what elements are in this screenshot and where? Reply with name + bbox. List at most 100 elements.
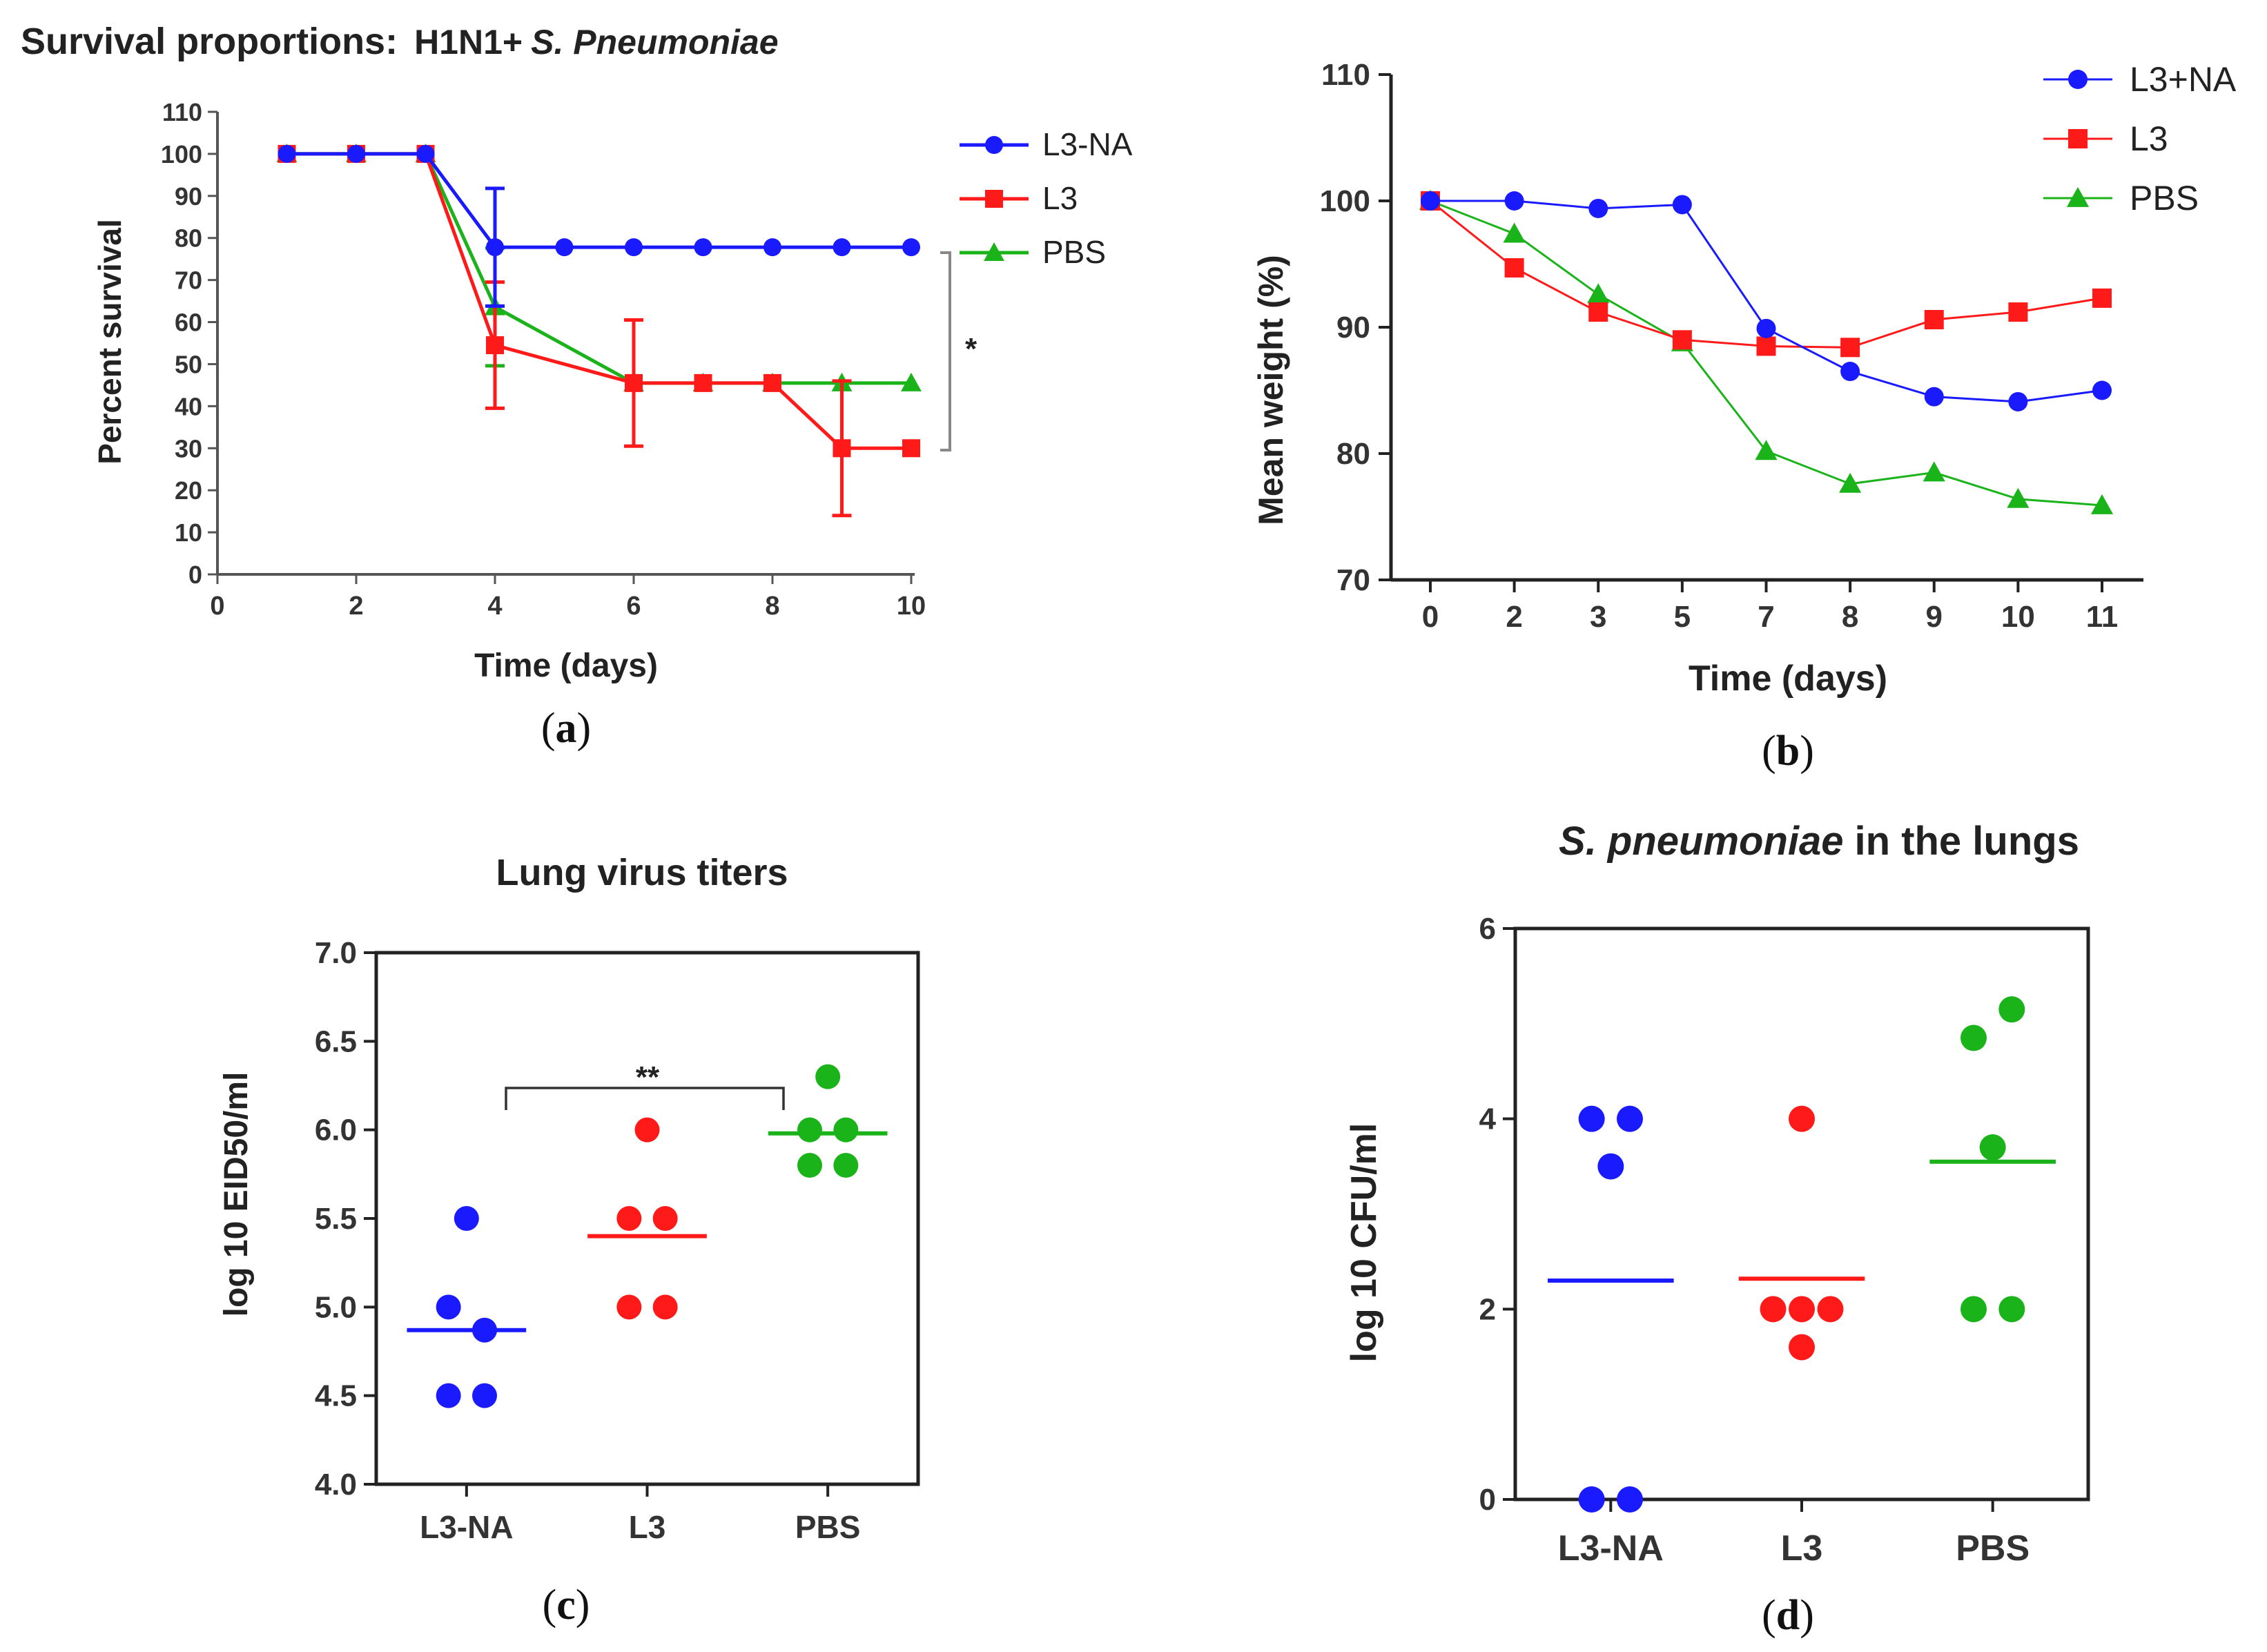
panel-a-point-l3-na — [625, 238, 643, 257]
panel-b-point-l3-na — [1840, 362, 1860, 382]
panel-d-ytick-label: 6 — [1479, 912, 1496, 946]
panel-b-ytick-label: 70 — [1336, 563, 1370, 597]
panel-a-legend-label: PBS — [1042, 234, 1106, 270]
panel-c-point-l3-na — [472, 1317, 497, 1343]
panel-c-point-l3-na — [472, 1383, 497, 1408]
panel-a-line-l3-na — [286, 152, 911, 249]
panel-b-xtick-label: 5 — [1674, 600, 1691, 634]
panel-d-ytick-label: 4 — [1479, 1102, 1497, 1136]
panel-b-point-l3-na — [1756, 318, 1776, 338]
panel-d-title-species: S. pneumoniae — [1559, 819, 1844, 864]
panel-a-point-l3 — [902, 439, 920, 458]
panel-a-legend-marker — [984, 242, 1004, 261]
panel-a-survival-chart: Survival proportions: H1N1+ S. Pneumoniae … — [21, 21, 1133, 752]
panel-b-point-l3 — [1840, 338, 1860, 358]
panel-b-legend: L3+NA L3 PBS — [2043, 60, 2237, 217]
panel-b-legend-label: L3+NA — [2130, 60, 2237, 99]
panel-c-title: Lung virus titers — [496, 852, 788, 893]
panel-b-point-pbs — [2007, 487, 2030, 508]
panel-d-point-l3 — [1789, 1334, 1815, 1361]
panel-b-xtick-label: 9 — [1926, 600, 1943, 634]
panel-a-point-l3-na — [416, 144, 435, 163]
panel-a-ytick-label: 100 — [161, 140, 202, 168]
panel-a-point-pbs — [901, 372, 922, 391]
panel-b-point-l3 — [2008, 302, 2028, 322]
panel-a-xtick-label: 0 — [210, 592, 224, 621]
panel-a-xtick-label: 10 — [897, 592, 926, 621]
panel-c-ytick-label: 5.5 — [315, 1202, 357, 1236]
panel-a-point-l3 — [486, 336, 504, 355]
panel-d-point-l3-na — [1617, 1486, 1643, 1513]
panel-c-point-l3-na — [454, 1206, 479, 1231]
panel-a-point-l3-na — [833, 238, 851, 257]
panel-b-legend-marker — [2066, 186, 2090, 207]
panel-b-xtick-label: 3 — [1590, 600, 1606, 634]
panel-a-ytick-label: 110 — [162, 98, 202, 126]
panel-b-point-l3-na — [1504, 191, 1524, 211]
panel-a-ytick-label: 30 — [175, 434, 202, 463]
panel-c-ylabel: log 10 EID50/ml — [218, 1072, 255, 1317]
panel-d-point-pbs — [1998, 996, 2025, 1023]
panel-b-xtick-label: 11 — [2086, 600, 2119, 634]
panel-a-significance-star: * — [965, 332, 977, 366]
panel-b-point-l3-na — [1672, 195, 1692, 215]
panel-a-axes: 0 10 20 30 40 50 60 70 80 90 100 110 0 2 4 6 8 10 — [161, 98, 926, 621]
panel-b-axes: 70 80 90 100 110 0 2 3 5 7 8 9 10 11 — [1320, 58, 2143, 634]
panel-d-xtick-label: L3-NA — [1558, 1528, 1664, 1568]
panel-a-significance-bracket — [940, 251, 951, 451]
panel-d-point-l3 — [1789, 1105, 1815, 1132]
panel-a-point-l3-na — [763, 238, 781, 257]
panel-a-xtick-label: 8 — [765, 592, 779, 621]
panel-b-ytick-label: 110 — [1321, 58, 1370, 92]
panel-a-xtick-label: 6 — [626, 592, 641, 621]
panel-a-point-l3-na — [902, 238, 920, 257]
panel-a-xlabel: Time (days) — [474, 648, 658, 684]
panel-b-xtick-label: 7 — [1758, 600, 1774, 634]
panel-b-xtick-label: 8 — [1842, 600, 1858, 634]
panel-c-ytick-label: 4.0 — [315, 1468, 357, 1502]
panel-a-point-l3 — [694, 373, 712, 392]
panel-c-significance-bracket — [505, 1087, 785, 1110]
panel-b-point-pbs — [1755, 440, 1778, 460]
panel-b-point-l3-na — [1924, 387, 1944, 407]
panel-b-legend-marker — [2068, 70, 2088, 89]
panel-a-line-l3 — [286, 152, 911, 450]
panel-c-point-pbs — [815, 1064, 841, 1089]
panel-d-cfu-chart: S. pneumoniae in the lungs 0 2 4 6 L3-NA L3 PBS… — [1344, 819, 2090, 1639]
panel-a-point-l3-na — [278, 144, 296, 163]
panel-b-point-pbs — [1503, 222, 1526, 243]
panel-b-xtick-label: 10 — [2001, 600, 2035, 634]
panel-c-ytick-label: 6.0 — [315, 1114, 357, 1147]
panel-c-point-l3-na — [436, 1383, 461, 1408]
panel-b-point-l3 — [1588, 302, 1608, 322]
panel-a-point-l3-na — [555, 238, 574, 257]
panel-a-point-l3 — [763, 373, 781, 392]
panel-a-legend: L3-NA L3 PBS — [960, 126, 1133, 270]
panel-b-point-pbs — [1587, 283, 1610, 304]
panel-c-point-l3 — [652, 1206, 678, 1231]
panel-a-line-pbs — [286, 152, 911, 385]
panel-d-xtick-label: L3 — [1781, 1528, 1823, 1568]
panel-c-ytick-label: 6.5 — [315, 1024, 357, 1058]
panel-a-ytick-label: 40 — [175, 392, 202, 420]
panel-b-line-l3-na — [1430, 200, 2103, 403]
panel-c-point-pbs — [797, 1153, 822, 1178]
panel-d-point-l3 — [1789, 1296, 1815, 1323]
panel-a-legend-marker — [985, 136, 1003, 154]
panel-c-ytick-label: 4.5 — [315, 1379, 357, 1413]
panel-c-point-l3-na — [436, 1294, 461, 1320]
panel-d-ylabel: log 10 CFU/ml — [1344, 1123, 1384, 1363]
panel-a-point-l3-na — [694, 238, 712, 257]
panel-b-xtick-label: 2 — [1506, 600, 1522, 634]
panel-d-axes: 0 2 4 6 L3-NA L3 PBS — [1479, 912, 2090, 1568]
panel-a-ytick-label: 0 — [188, 561, 202, 589]
panel-c-significance-stars: ** — [636, 1060, 660, 1094]
panel-b-ylabel: Mean weight (%) — [1252, 255, 1290, 525]
panel-c-ytick-label: 7.0 — [315, 936, 357, 970]
panel-b-legend-marker — [2068, 129, 2088, 148]
panel-b-point-l3-na — [2008, 391, 2028, 411]
panel-d-point-l3 — [1817, 1296, 1844, 1323]
panel-a-legend-marker — [985, 190, 1003, 208]
panel-d-label: (d) — [1762, 1592, 1814, 1639]
panel-a-point-l3 — [625, 373, 643, 392]
